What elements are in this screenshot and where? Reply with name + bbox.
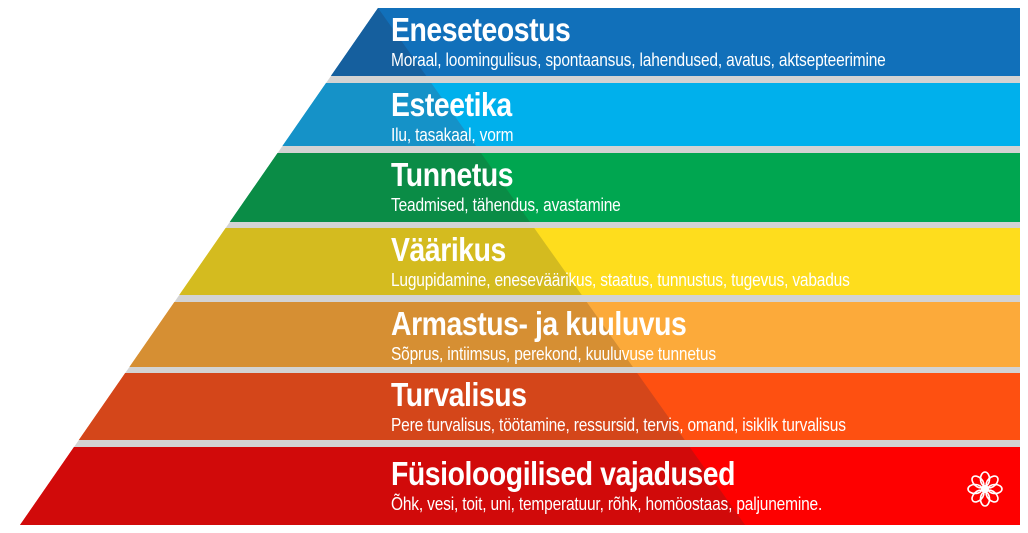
- level-label: Tunnetus Teadmised, tähendus, avastamine: [391, 156, 621, 216]
- level-title: Esteetika: [391, 86, 512, 123]
- level-label: Turvalisus Pere turvalisus, töötamine, re…: [391, 376, 846, 436]
- level-subtitle: Moraal, loomingulisus, spontaansus, lahe…: [391, 50, 886, 70]
- level-label: Esteetika Ilu, tasakaal, vorm: [391, 86, 514, 146]
- level-subtitle: Lugupidamine, eneseväärikus, staatus, tu…: [391, 270, 850, 290]
- pyramid-level-shade: [20, 8, 427, 76]
- pyramid-level-shade: [20, 447, 746, 525]
- level-subtitle: Ilu, tasakaal, vorm: [391, 125, 514, 145]
- level-title: Eneseteostus: [391, 11, 571, 48]
- level-label: Eneseteostus Moraal, loomingulisus, spont…: [391, 11, 886, 71]
- level-label: Väärikus Lugupidamine, eneseväärikus, sta…: [391, 231, 850, 291]
- level-title: Füsioloogilised vajadused: [391, 455, 736, 492]
- level-subtitle: Õhk, vesi, toit, uni, temperatuur, rõhk,…: [391, 494, 823, 514]
- flower-icon: [967, 471, 1003, 507]
- level-subtitle: Pere turvalisus, töötamine, ressursid, t…: [391, 415, 846, 435]
- level-title: Armastus- ja kuuluvus: [391, 305, 687, 342]
- level-subtitle: Sõprus, intiimsus, perekond, kuuluvuse t…: [391, 344, 716, 364]
- level-label: Armastus- ja kuuluvus Sõprus, intiimsus, …: [391, 305, 716, 365]
- level-title: Turvalisus: [391, 376, 527, 413]
- pyramid-level-2: [20, 83, 1020, 146]
- level-subtitle: Teadmised, tähendus, avastamine: [391, 195, 621, 215]
- level-title: Väärikus: [391, 231, 506, 268]
- pyramid-level-shade: [20, 373, 685, 440]
- level-title: Tunnetus: [391, 156, 514, 193]
- level-label: Füsioloogilised vajadused Õhk, vesi, toit…: [391, 455, 823, 515]
